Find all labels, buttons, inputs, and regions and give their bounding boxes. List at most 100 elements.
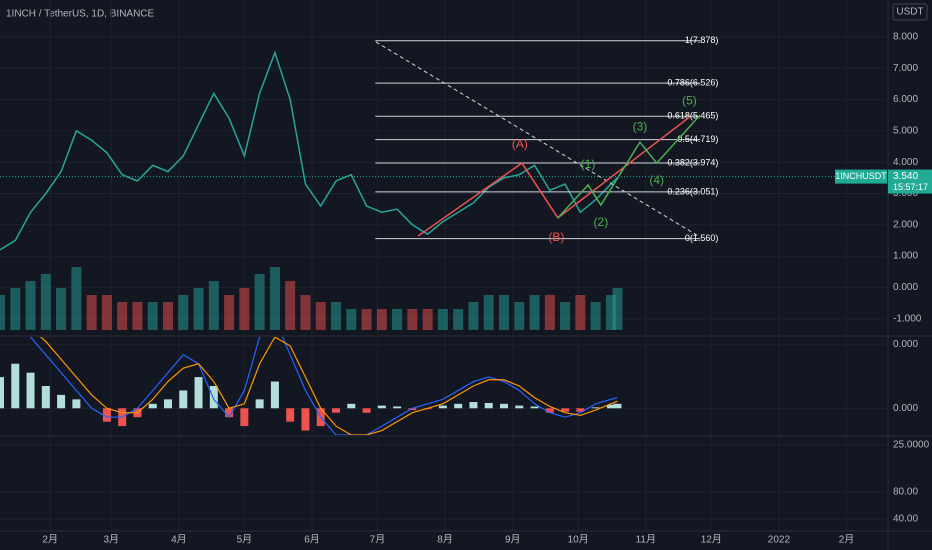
volume-bar [361, 309, 372, 330]
volume-bar [315, 302, 326, 330]
y-tick-label: 6.000 [893, 94, 918, 105]
x-tick-label: 10月 [568, 534, 589, 546]
x-tick-label: 6月 [304, 534, 320, 546]
y-tick-label: 2.000 [893, 219, 918, 230]
histogram-bar [347, 403, 356, 409]
macd-pane [0, 337, 622, 435]
histogram-bar [0, 377, 4, 409]
volume-bar [239, 288, 250, 330]
histogram-bar [561, 408, 570, 412]
volume-bar [612, 288, 623, 330]
histogram-bar [209, 386, 218, 409]
volume-bar [514, 302, 525, 330]
wave-label: (3) [633, 119, 648, 133]
volume-bar [25, 281, 36, 330]
histogram-bar [26, 372, 35, 409]
y-tick-label: -1.000 [893, 313, 922, 324]
x-tick-label: 8月 [437, 534, 453, 546]
histogram-bar [469, 402, 478, 409]
volume-bar [208, 281, 219, 330]
histogram-bar [454, 403, 463, 409]
histogram-bar [41, 386, 50, 409]
histogram-bar [164, 399, 172, 409]
volume-bar [86, 295, 97, 330]
volume-bar [392, 309, 403, 330]
volume-bar [529, 295, 540, 330]
x-tick-label: 12月 [701, 534, 722, 546]
histogram-bar [377, 405, 386, 409]
histogram-bar [576, 408, 585, 412]
volume-bar [0, 295, 5, 330]
price-tag-value: 3.540 [893, 171, 918, 182]
histogram-bar [57, 394, 66, 409]
histogram-bar [102, 408, 111, 422]
histogram-bar [545, 408, 554, 413]
fib-label: 1(7.878) [685, 35, 719, 45]
histogram-bar [332, 408, 340, 413]
layer [0, 36, 888, 520]
volume-bar [224, 295, 235, 330]
volume-bar [178, 295, 189, 330]
histogram-bar [11, 363, 20, 409]
histogram-bar [530, 406, 539, 409]
x-tick-label: 2022 [768, 535, 791, 546]
fib-label: 0.5(4.719) [677, 134, 718, 144]
fib-label: 0(1.560) [685, 233, 719, 243]
volume-bar [163, 302, 173, 330]
histogram-bar [408, 408, 417, 411]
volume-bar [407, 309, 418, 330]
histogram-bar [591, 407, 600, 409]
volume-bar [422, 309, 433, 330]
histogram-bar [72, 399, 81, 409]
y-tick-label: 25.0000 [893, 439, 930, 450]
volume-bar [285, 281, 296, 330]
y-tick-label: 40.00 [893, 514, 918, 525]
x-tick-label: 7月 [370, 534, 386, 546]
histogram-bar [240, 408, 249, 427]
volume-bar [269, 267, 280, 330]
volume-bar [132, 302, 143, 330]
volume-bar [254, 274, 265, 330]
volume-bar [71, 267, 82, 330]
fib-label: 0.618(5.465) [667, 111, 718, 121]
fib-label: 0.382(3.974) [667, 157, 718, 167]
histogram-bar [484, 402, 493, 409]
volume-bar [193, 288, 204, 330]
histogram-bar [515, 405, 524, 409]
wave-line [557, 114, 701, 219]
x-tick-label: 11月 [636, 534, 656, 546]
volume-bar [376, 309, 387, 330]
histogram-bar [393, 406, 402, 409]
price-pane: 1(7.878) 0.786(6.526) 0.618(5.465) 0.5(4.71… [0, 35, 718, 330]
volume-bar [453, 309, 464, 330]
y-tick-label: 0.000 [893, 282, 918, 293]
volume-bar [10, 288, 21, 330]
volume-bar [346, 309, 357, 330]
histogram-bar [286, 408, 295, 422]
volume-bar [468, 302, 479, 330]
price-line [0, 50, 618, 251]
fib-label: 0.236(3.051) [667, 186, 718, 196]
wave-label: (2) [594, 215, 609, 229]
wave-label: (1) [581, 157, 596, 171]
histogram-bar [301, 408, 310, 431]
wave-label: (4) [649, 173, 664, 187]
x-tick-label: 9月 [505, 534, 521, 546]
histogram-bar [270, 381, 279, 409]
wave-label: (B) [548, 230, 564, 244]
histogram-bar [194, 377, 203, 409]
histogram-bar [362, 408, 371, 413]
symbol-title[interactable]: 1INCH / TetherUS, 1D, BINANCE [6, 9, 155, 20]
currency[interactable]: USDT [896, 7, 923, 18]
y-tick-label: 0.000 [893, 403, 918, 414]
volume-bar [300, 295, 311, 330]
y-tick-label: 4.000 [893, 157, 918, 168]
price-tag-countdown: 15:57:17 [893, 182, 928, 192]
wave-label: (A) [512, 137, 528, 151]
y-tick-label: 0.000 [893, 339, 918, 350]
wave-label: (5) [682, 93, 697, 107]
currency-button[interactable] [892, 3, 928, 21]
histogram-bar [606, 404, 615, 409]
trend-line [375, 41, 701, 238]
